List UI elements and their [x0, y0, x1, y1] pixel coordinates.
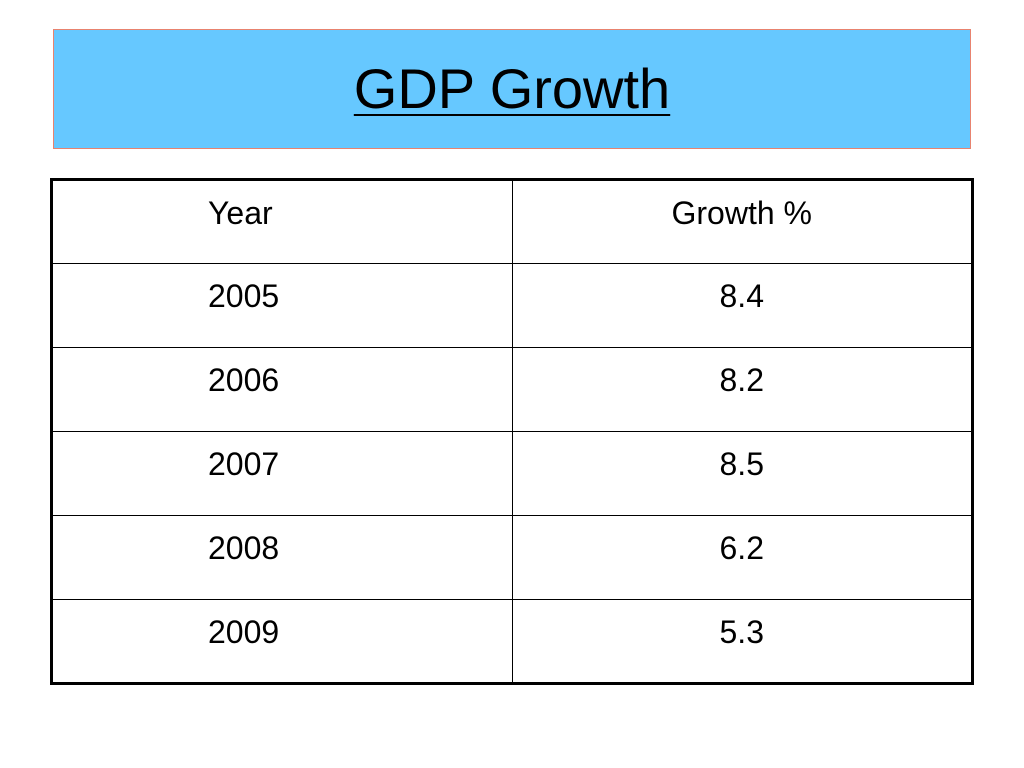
table-row: 2007 8.5: [51, 431, 973, 516]
slide-title: GDP Growth: [353, 57, 671, 120]
gdp-growth-table: Year Growth % 2005 8.4 2006 8.2 2007 8.5…: [50, 178, 974, 685]
year-cell: 2005: [51, 263, 513, 348]
header-year: Year: [51, 179, 513, 264]
growth-cell: 8.2: [511, 347, 973, 432]
table-header-row: Year Growth %: [51, 179, 973, 264]
growth-cell: 5.3: [511, 599, 973, 684]
title-banner: GDP Growth: [53, 29, 971, 149]
growth-cell: 8.5: [511, 431, 973, 516]
year-cell: 2008: [51, 515, 513, 600]
header-growth: Growth %: [511, 179, 973, 264]
year-cell: 2006: [51, 347, 513, 432]
growth-cell: 6.2: [511, 515, 973, 600]
year-cell: 2009: [51, 599, 513, 684]
year-cell: 2007: [51, 431, 513, 516]
table-row: 2006 8.2: [51, 347, 973, 432]
table-row: 2008 6.2: [51, 515, 973, 600]
table-row: 2005 8.4: [51, 263, 973, 348]
growth-cell: 8.4: [511, 263, 973, 348]
table-row: 2009 5.3: [51, 599, 973, 684]
